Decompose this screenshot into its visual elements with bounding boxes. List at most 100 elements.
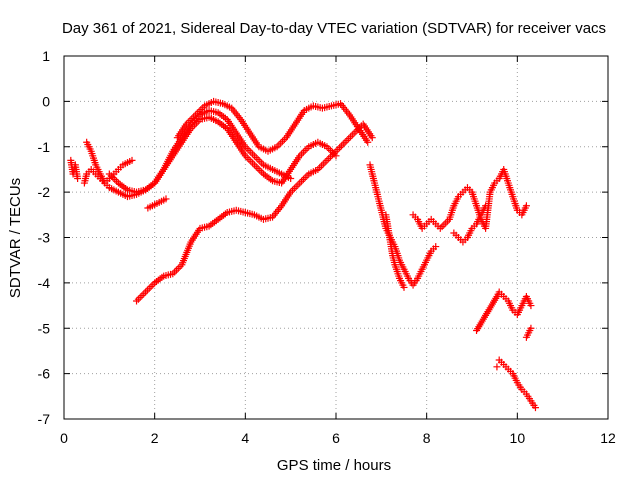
data-point xyxy=(364,138,372,146)
data-point xyxy=(252,154,260,162)
data-point xyxy=(162,195,170,203)
data-point xyxy=(522,202,530,210)
data-point xyxy=(317,162,325,170)
data-point xyxy=(250,161,258,169)
x-tick-labels: 0 2 4 6 8 10 12 xyxy=(60,430,616,446)
data-point xyxy=(133,297,141,305)
data-point xyxy=(172,266,180,274)
data-point xyxy=(299,175,307,183)
data-point xyxy=(432,243,440,251)
y-tick-label: -4 xyxy=(38,275,51,291)
y-tick-label: 1 xyxy=(42,48,50,64)
data-point xyxy=(279,137,287,145)
chart-title: Day 361 of 2021, Sidereal Day-to-day VTE… xyxy=(62,20,606,37)
data-point xyxy=(343,136,351,144)
y-tick-label: 0 xyxy=(42,93,50,109)
x-tick-label: 4 xyxy=(241,430,249,446)
data-point xyxy=(247,157,255,165)
data-point xyxy=(438,223,446,231)
data-point xyxy=(247,148,255,156)
y-tick-label: -2 xyxy=(38,184,51,200)
y-tick-labels: -7 -6 -5 -4 -3 -2 -1 0 1 xyxy=(38,48,51,427)
data-point xyxy=(299,148,307,156)
data-point xyxy=(296,179,304,187)
data-point xyxy=(147,283,155,291)
data-point xyxy=(292,183,300,191)
data-point xyxy=(301,146,309,154)
data-point xyxy=(527,302,535,310)
data-point xyxy=(493,363,501,371)
data-point xyxy=(440,221,448,229)
x-axis-label: GPS time / hours xyxy=(277,457,391,474)
data-point xyxy=(287,175,295,183)
data-point xyxy=(249,159,257,167)
data-point xyxy=(113,177,121,185)
data-point xyxy=(348,131,356,139)
data-point xyxy=(298,177,306,185)
data-point xyxy=(482,202,490,210)
data-point xyxy=(128,156,136,164)
data-point xyxy=(142,288,150,296)
data-point xyxy=(143,286,151,294)
data-point xyxy=(145,284,153,292)
x-tick-label: 8 xyxy=(423,430,431,446)
data-point xyxy=(323,156,331,164)
data-point xyxy=(174,264,182,272)
x-tick-label: 0 xyxy=(60,430,68,446)
data-point xyxy=(400,283,408,291)
data-point xyxy=(140,290,148,298)
data-point xyxy=(109,174,117,182)
data-point xyxy=(245,146,253,154)
y-axis-label: SDTVAR / TECUs xyxy=(7,178,24,298)
axis-ticks xyxy=(63,55,609,420)
y-tick-label: -1 xyxy=(38,139,51,155)
data-point xyxy=(280,135,288,143)
data-point xyxy=(288,186,296,194)
data-point xyxy=(301,174,309,182)
data-point xyxy=(254,155,262,163)
data-point xyxy=(74,175,82,183)
data-point xyxy=(336,144,344,152)
data-points xyxy=(67,97,539,412)
data-point xyxy=(254,165,262,173)
data-point xyxy=(531,404,539,412)
data-point xyxy=(149,281,157,289)
data-point xyxy=(319,160,327,168)
y-tick-label: -3 xyxy=(38,230,51,246)
data-point xyxy=(256,157,264,165)
data-point xyxy=(345,135,353,143)
grid-lines xyxy=(64,56,608,419)
data-point xyxy=(138,292,146,300)
data-point xyxy=(298,150,306,158)
data-point xyxy=(134,295,142,303)
data-point xyxy=(243,154,251,162)
data-point xyxy=(250,152,258,160)
data-point xyxy=(347,133,355,141)
data-point xyxy=(277,139,285,147)
data-point xyxy=(341,138,349,146)
x-tick-label: 2 xyxy=(151,430,159,446)
data-point xyxy=(337,142,345,150)
x-tick-label: 6 xyxy=(332,430,340,446)
y-tick-label: -7 xyxy=(38,411,51,427)
data-point xyxy=(290,184,298,192)
y-tick-label: -6 xyxy=(38,366,51,382)
data-point xyxy=(252,163,260,171)
y-tick-label: -5 xyxy=(38,320,51,336)
data-point xyxy=(136,293,144,301)
data-point xyxy=(256,166,264,174)
data-point xyxy=(321,158,329,166)
data-point xyxy=(442,219,450,227)
x-tick-label: 12 xyxy=(600,430,616,446)
data-point xyxy=(245,155,253,163)
x-tick-label: 10 xyxy=(510,430,526,446)
data-point xyxy=(111,175,119,183)
data-point xyxy=(243,145,251,153)
data-point xyxy=(368,134,376,142)
data-point xyxy=(258,168,266,176)
data-point xyxy=(325,155,333,163)
data-point xyxy=(527,324,535,332)
data-point xyxy=(249,150,257,158)
data-point xyxy=(294,181,302,189)
